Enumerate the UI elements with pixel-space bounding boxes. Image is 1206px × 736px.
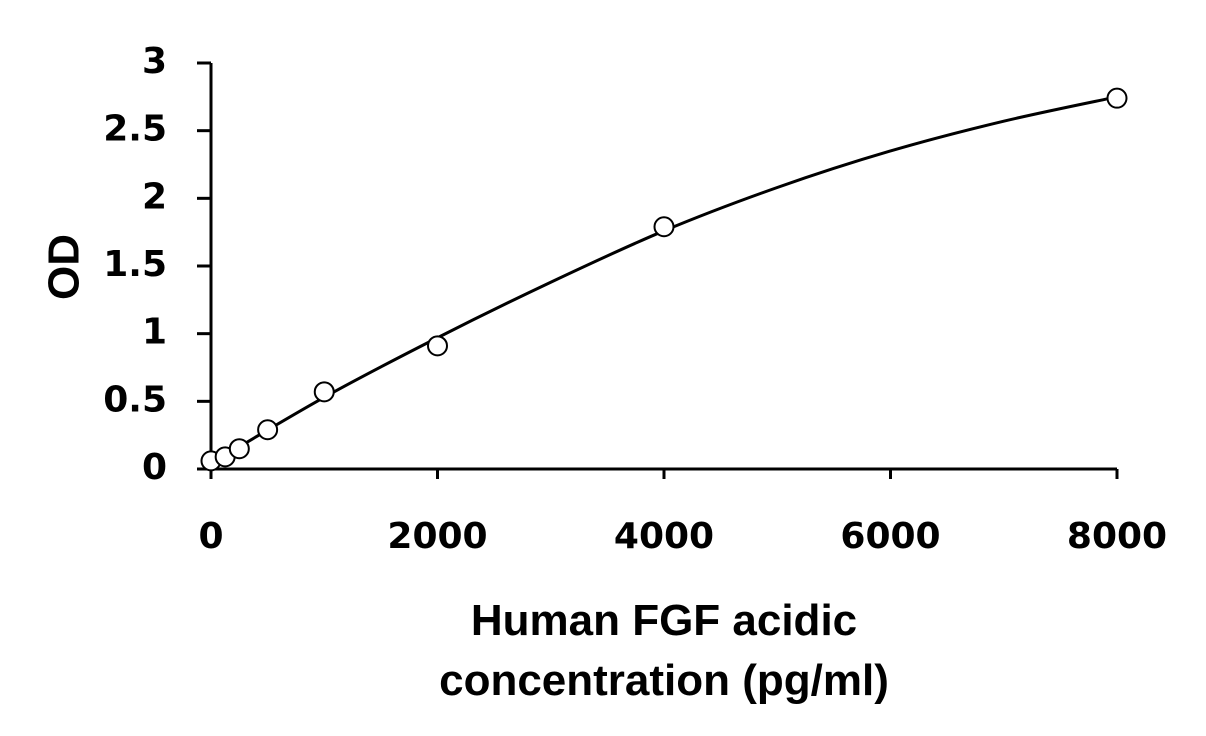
data-point <box>1106 87 1128 109</box>
x-axis-title-line-2: concentration (pg/ml) <box>439 656 889 705</box>
x-axis-title-line-1: Human FGF acidic <box>471 596 857 645</box>
data-points <box>200 87 1128 472</box>
x-tick-label: 0 <box>198 516 223 557</box>
y-tick-label: 2 <box>142 176 167 217</box>
x-tick-label: 2000 <box>387 516 487 557</box>
data-point <box>228 438 250 460</box>
y-axis-title: OD <box>40 234 89 300</box>
data-point <box>427 335 448 357</box>
x-tick-label: 4000 <box>614 516 714 557</box>
ticks: 0 0.5 1 1.5 2 2.5 3 0 2000 4000 6000 8000 <box>103 41 1167 557</box>
data-point <box>313 381 335 403</box>
data-point <box>653 216 675 238</box>
x-tick-label: 8000 <box>1067 516 1167 557</box>
y-tick-label: 3 <box>142 41 167 82</box>
y-tick-label: 2.5 <box>103 109 167 150</box>
axis-titles: OD Human FGF acidic concentration (pg/ml… <box>40 234 889 705</box>
y-tick-label: 1.5 <box>103 244 167 285</box>
data-point <box>257 419 279 441</box>
x-tick-label: 6000 <box>840 516 940 557</box>
y-tick-label: 1 <box>142 312 167 353</box>
axes <box>209 63 1117 471</box>
y-tick-label: 0 <box>142 447 167 488</box>
fit-curve <box>210 95 1118 465</box>
fit-curve-layer <box>210 95 1118 465</box>
y-tick-label: 0.5 <box>103 379 167 420</box>
